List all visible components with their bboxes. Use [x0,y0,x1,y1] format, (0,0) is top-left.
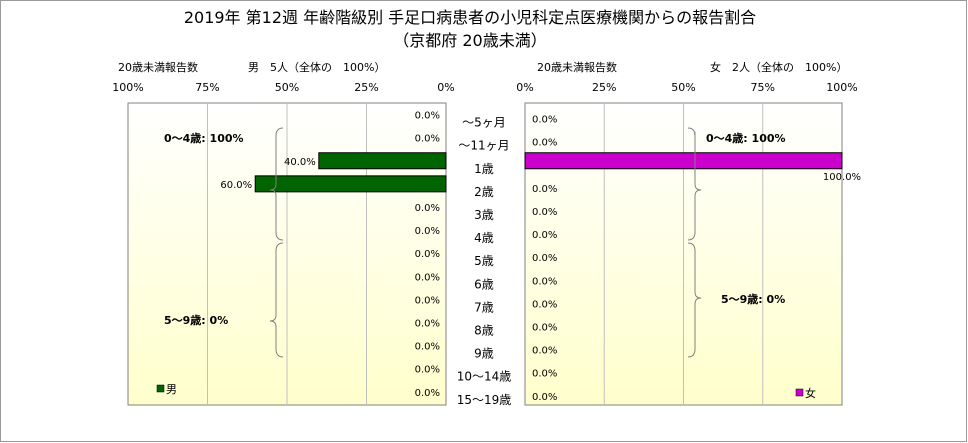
male-value-label: 0.0% [415,295,440,306]
female-tick-label: 0% [516,81,533,94]
female-legend-label: 女 [805,386,816,400]
male-tick-label: 50% [275,81,299,94]
category-label: 9歳 [474,347,494,361]
female-value-label: 0.0% [532,138,557,149]
female-brackets [687,127,702,358]
female-value-label: 0.0% [532,230,557,241]
male-value-label: 0.0% [415,318,440,329]
male-value-label: 40.0% [284,157,316,168]
male-value-label: 0.0% [415,226,440,237]
male-tick-label: 100% [112,81,143,94]
female-header: 女 2人（全体の 100%） [710,60,847,74]
female-count-label: 20歳未満報告数 [537,61,617,74]
female-axis-ticks: 0% 25% 50% 75% 100% [516,81,857,94]
male-value-label: 0.0% [415,249,440,260]
female-value-label: 100.0% [823,172,861,183]
male-value-label: 0.0% [415,111,440,122]
value-labels: 0.0% 0.0% 0.0% 0.0% 40.0% 100.0% 60.0% 0.0% 0.0%… [220,111,861,403]
male-count-label: 20歳未満報告数 [118,61,198,74]
bars [254,152,843,193]
female-tick-label: 75% [751,81,775,94]
category-label: ～5ヶ月 [462,116,506,130]
female-bracket-5-9: 5～9歳: 0% [721,292,785,306]
category-label: 4歳 [474,231,494,245]
male-value-label: 0.0% [415,272,440,283]
chart-title: 2019年 第12週 年齢階級別 手足口病患者の小児科定点医療機関からの報告割合 [184,8,756,27]
male-tick-label: 0% [437,81,454,94]
male-axis-ticks: 100% 75% 50% 25% 0% [112,81,454,94]
category-label: 10～14歳 [457,370,512,384]
male-bracket-0-4: 0～4歳: 100% [164,131,244,145]
male-value-label: 0.0% [415,134,440,145]
category-label: ～11ヶ月 [458,139,509,153]
category-label: 7歳 [474,300,494,314]
male-bar [318,152,447,170]
chart-subtitle: （京都府 20歳未満） [393,31,546,50]
female-value-label: 0.0% [532,369,557,380]
female-value-label: 0.0% [532,184,557,195]
male-header: 男 5人（全体の 100%） [248,60,385,74]
female-bar [524,152,843,170]
male-value-label: 0.0% [415,203,440,214]
female-value-label: 0.0% [532,115,557,126]
female-value-label: 0.0% [532,392,557,403]
category-label: 3歳 [474,208,494,222]
female-value-label: 0.0% [532,276,557,287]
male-brackets [269,127,284,358]
category-label: 5歳 [474,254,494,268]
female-tick-label: 50% [671,81,695,94]
female-legend-swatch [795,388,804,397]
male-tick-label: 25% [354,81,378,94]
female-value-label: 0.0% [532,253,557,264]
male-bracket-5-9: 5～9歳: 0% [164,313,228,327]
category-label: 15～19歳 [457,393,512,407]
male-value-label: 0.0% [415,342,440,353]
male-bar [254,175,447,193]
female-value-label: 0.0% [532,207,557,218]
male-legend-label: 男 [166,383,177,396]
male-value-label: 60.0% [220,180,252,191]
male-tick-label: 75% [195,81,219,94]
category-labels: ～5ヶ月 ～11ヶ月 1歳 2歳 3歳 4歳 5歳 6歳 7歳 8歳 9歳 10～14歳 15～19歳 [457,116,512,407]
female-bracket-0-4: 0～4歳: 100% [706,131,786,145]
male-value-label: 0.0% [415,365,440,376]
category-label: 1歳 [474,162,494,176]
female-tick-label: 25% [592,81,616,94]
female-value-label: 0.0% [532,346,557,357]
female-value-label: 0.0% [532,322,557,333]
male-value-label: 0.0% [415,388,440,399]
category-label: 6歳 [474,277,494,291]
category-label: 2歳 [474,185,494,199]
male-legend-swatch [156,384,165,393]
category-label: 8歳 [474,323,494,337]
female-value-label: 0.0% [532,299,557,310]
female-tick-label: 100% [826,81,857,94]
